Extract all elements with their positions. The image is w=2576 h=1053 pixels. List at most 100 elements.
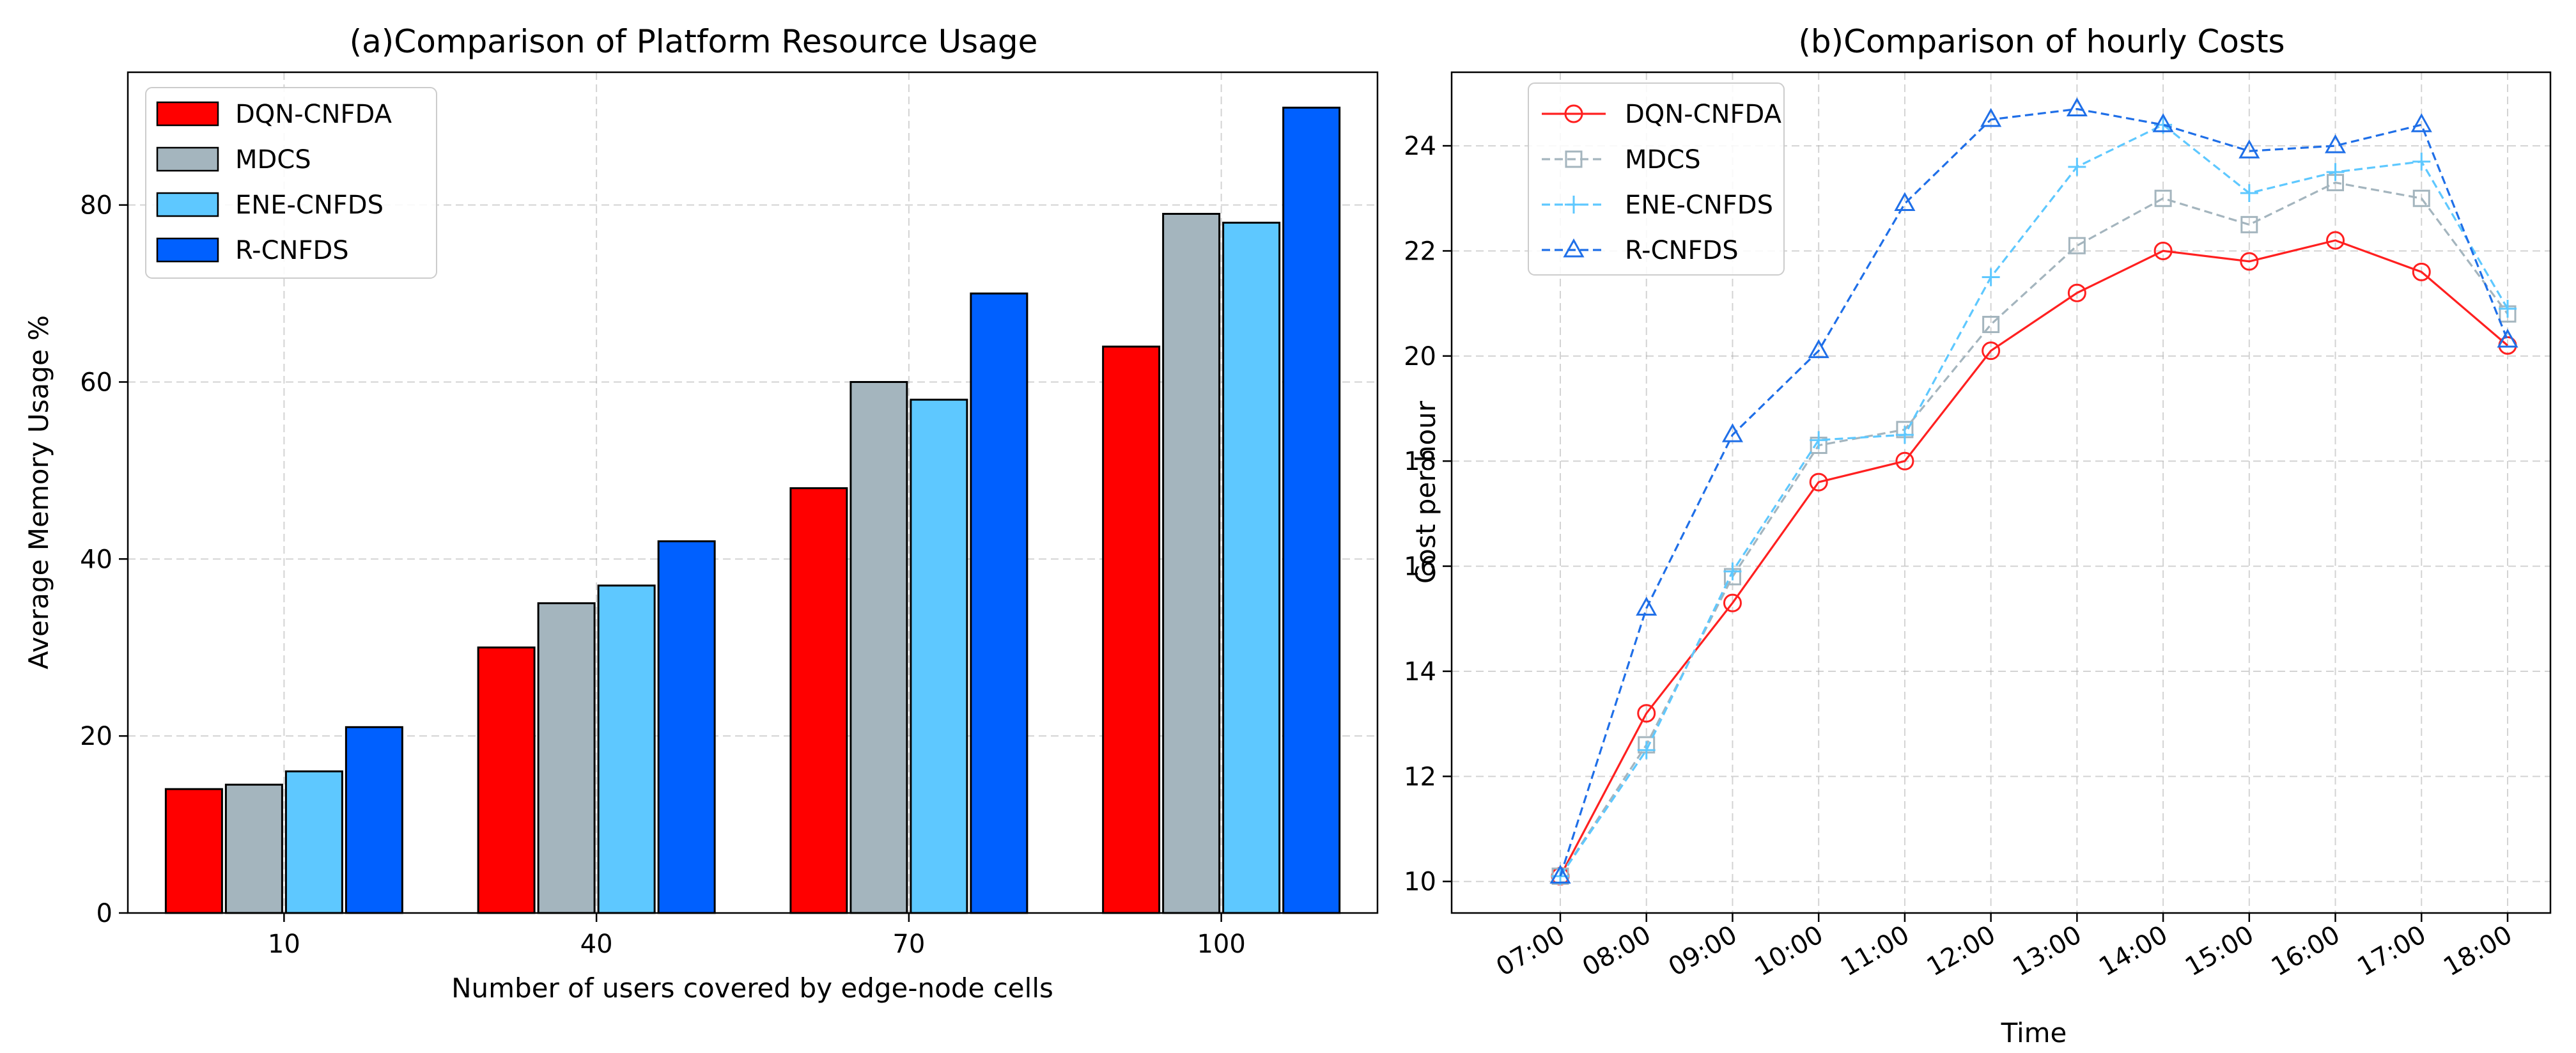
bar-mdcs-100 (1162, 212, 1221, 914)
bar-chart-frame (127, 71, 1379, 914)
line-legend-marker-3 (1563, 238, 1585, 258)
bar-ene-cnfds-10 (284, 770, 343, 914)
line-point-dqn-cnfda-9 (2326, 231, 2345, 250)
line-point-dqn-cnfda-4 (1895, 451, 1914, 471)
bar-chart-y-label: Average Memory Usage % (23, 315, 54, 669)
line-point-r-cnfds-4 (1894, 192, 1916, 211)
line-point-dqn-cnfda-8 (2240, 252, 2259, 271)
line-point-mdcs-7 (2154, 189, 2172, 207)
line-chart-x-label: Time (2001, 1017, 2067, 1049)
line-chart-frame (1450, 71, 2552, 914)
line-y-tick-label-0: 10 (1404, 868, 1436, 897)
line-legend-marker-0 (1564, 104, 1583, 123)
line-point-dqn-cnfda-10 (2412, 262, 2431, 281)
line-point-dqn-cnfda-6 (2067, 283, 2086, 302)
line-point-mdcs-5 (1982, 316, 2000, 333)
line-chart-panel: (b)Comparison of hourly Costs 10 12 14 16 18… (1404, 23, 2552, 1049)
bar-r-cnfds-10 (345, 726, 403, 914)
bar-chart-bars (164, 106, 1341, 914)
line-x-tick-label-5: 12:00 (1922, 920, 2001, 982)
bar-y-tick-label-0: 0 (97, 899, 113, 928)
line-legend-box (1528, 82, 1785, 276)
line-y-tick-label-3: 16 (1404, 552, 1436, 582)
bar-legend-label-2: ENE-CNFDS (235, 191, 384, 220)
bar-legend-swatch-1 (156, 146, 219, 172)
line-point-r-cnfds-3 (1808, 339, 1829, 359)
line-y-tick-label-1: 12 (1404, 762, 1436, 792)
line-y-tick-label-5: 20 (1404, 342, 1436, 371)
bar-mdcs-70 (850, 380, 908, 914)
line-point-r-cnfds-11 (2497, 329, 2518, 348)
bar-ene-cnfds-100 (1222, 221, 1281, 914)
line-legend-marker-2 (1565, 196, 1583, 214)
bar-legend-label-3: R-CNFDS (235, 236, 349, 265)
line-point-mdcs-8 (2240, 215, 2258, 233)
bar-legend-label-1: MDCS (235, 145, 311, 175)
line-series-ene-cnfds (1551, 116, 2517, 885)
line-path-mdcs (1559, 181, 2509, 877)
bar-chart-legend: DQN-CNFDA MDCS ENE-CNFDS R-CNFDS (145, 87, 437, 279)
line-path-r-cnfds (1559, 107, 2509, 877)
line-point-ene-cnfds-5 (1982, 268, 2000, 286)
bar-chart-title: (a)Comparison of Platform Resource Usage (350, 23, 1038, 60)
line-point-ene-cnfds-11 (2499, 299, 2517, 318)
line-point-r-cnfds-0 (1549, 864, 1571, 884)
bar-x-tick-label-2: 70 (892, 930, 925, 959)
bar-chart-panel: (a)Comparison of Platform Resource Usage… (23, 23, 1379, 1004)
line-x-tick-label-9: 16:00 (2267, 920, 2345, 982)
line-legend-label-3: R-CNFDS (1625, 236, 1739, 265)
bar-mdcs-10 (224, 783, 283, 914)
bar-chart-x-label: Number of users covered by edge-node cel… (451, 972, 1053, 1004)
bar-legend-swatch-3 (156, 237, 219, 263)
line-point-mdcs-10 (2412, 189, 2430, 207)
line-x-tick-label-0: 07:00 (1491, 920, 1570, 982)
line-chart-series (1549, 97, 2518, 885)
line-point-ene-cnfds-2 (1723, 562, 1742, 581)
bar-legend-swatch-2 (156, 192, 219, 217)
bar-dqn-cnfda-100 (1102, 345, 1161, 914)
line-series-mdcs (1551, 174, 2517, 885)
line-y-tick-label-6: 22 (1404, 237, 1436, 266)
line-x-tick-label-11: 18:00 (2439, 920, 2517, 982)
bar-dqn-cnfda-40 (477, 646, 536, 914)
bar-chart-grid (128, 72, 1377, 914)
bar-y-tick-label-1: 20 (80, 722, 113, 751)
line-path-dqn-cnfda (1559, 239, 2509, 877)
line-x-tick-label-3: 10:00 (1750, 920, 1828, 982)
bar-chart-x-ticks: 10 40 70 100 (268, 913, 1246, 959)
line-x-tick-label-1: 08:00 (1578, 920, 1656, 982)
line-path-ene-cnfds (1559, 123, 2509, 877)
line-point-ene-cnfds-6 (2068, 157, 2086, 176)
line-point-ene-cnfds-8 (2240, 184, 2258, 203)
bar-legend-label-0: DQN-CNFDA (235, 100, 392, 129)
line-y-tick-label-2: 14 (1404, 657, 1436, 687)
line-point-r-cnfds-9 (2324, 134, 2347, 153)
line-series-dqn-cnfda (1551, 231, 2517, 885)
bar-x-tick-label-1: 40 (580, 930, 613, 959)
bar-r-cnfds-40 (657, 540, 716, 914)
line-chart-legend: DQN-CNFDA MDCS ENE-CNFDS R-CNFDS (1528, 82, 1785, 276)
line-point-ene-cnfds-9 (2326, 163, 2345, 182)
line-point-dqn-cnfda-2 (1723, 593, 1742, 612)
line-point-r-cnfds-6 (2066, 97, 2088, 117)
line-series-r-cnfds (1549, 97, 2518, 884)
bar-y-tick-label-2: 40 (80, 545, 113, 574)
line-point-r-cnfds-1 (1636, 597, 1657, 616)
bar-ene-cnfds-70 (910, 398, 968, 914)
line-x-tick-label-10: 17:00 (2352, 920, 2431, 982)
line-legend-marker-1 (1565, 150, 1583, 168)
line-point-dqn-cnfda-7 (2153, 241, 2173, 260)
line-point-dqn-cnfda-5 (1982, 341, 2001, 361)
line-point-dqn-cnfda-1 (1637, 704, 1656, 723)
line-y-tick-label-7: 24 (1404, 132, 1436, 161)
line-point-r-cnfds-2 (1721, 423, 1744, 442)
bar-chart-y-ticks: 0 20 40 60 80 (80, 191, 128, 928)
line-point-dqn-cnfda-3 (1809, 472, 1828, 492)
line-x-tick-label-4: 11:00 (1836, 920, 1914, 982)
line-legend-label-2: ENE-CNFDS (1625, 191, 1773, 220)
line-point-ene-cnfds-3 (1810, 431, 1828, 449)
line-legend-label-1: MDCS (1625, 145, 1701, 175)
bar-legend-box (145, 87, 437, 279)
line-chart-y-ticks: 10 12 14 16 18 20 22 24 (1404, 132, 1452, 897)
bar-y-tick-label-3: 60 (80, 368, 113, 397)
